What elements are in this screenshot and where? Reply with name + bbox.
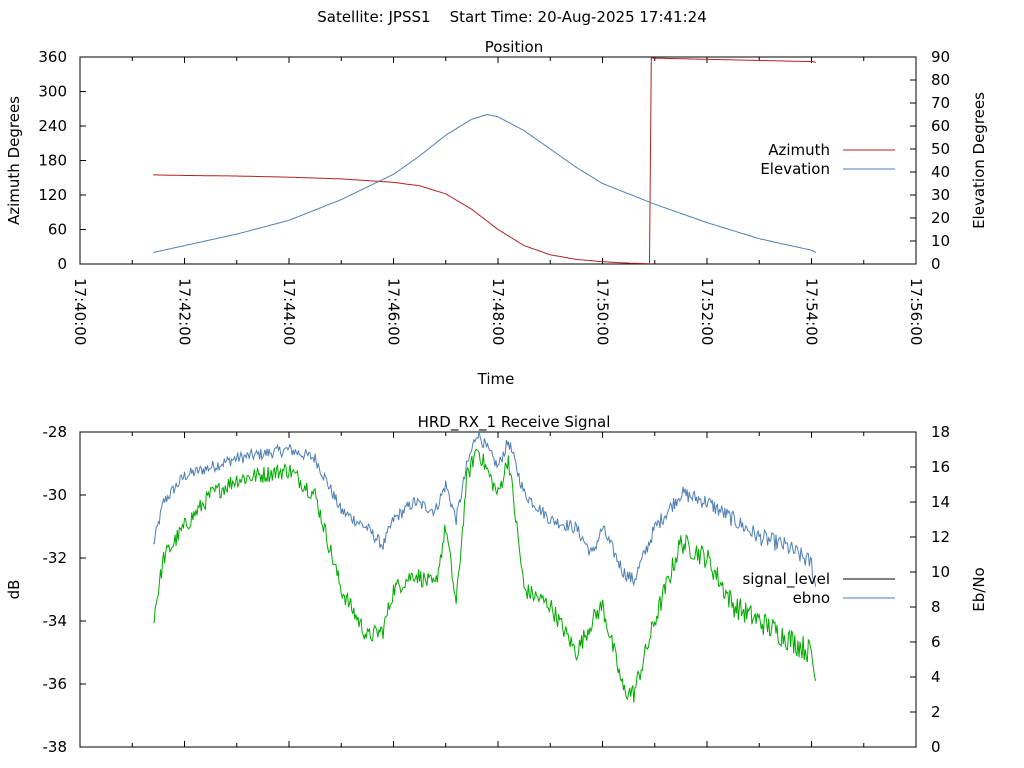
y-axis-label: dB	[5, 580, 23, 600]
legend-label: signal_level	[742, 570, 830, 589]
x-axis-label: Time	[477, 370, 515, 388]
y2-tick-label: 10	[931, 232, 950, 250]
x-tick-label: 17:46:00	[385, 278, 403, 345]
legend-label: ebno	[793, 589, 830, 607]
series-line-ebno	[153, 432, 817, 587]
y-axis-label: Azimuth Degrees	[5, 96, 23, 225]
y2-tick-label: 50	[931, 140, 950, 158]
y2-tick-label: 12	[931, 528, 950, 546]
y-tick-label: 120	[38, 186, 67, 204]
plot-title: HRD_RX_1 Receive Signal	[418, 413, 611, 432]
x-tick-label: 17:52:00	[698, 278, 716, 345]
y2-tick-label: 2	[931, 703, 941, 721]
y2-tick-label: 16	[931, 458, 950, 476]
x-tick-label: 17:56:00	[907, 278, 925, 345]
x-tick-label: 17:50:00	[594, 278, 612, 345]
y2-tick-label: 40	[931, 163, 950, 181]
y-tick-label: -36	[43, 675, 68, 693]
y2-axis-label: Elevation Degrees	[970, 92, 988, 229]
y2-tick-label: 0	[931, 255, 941, 273]
y2-tick-label: 0	[931, 738, 941, 756]
y-tick-label: -34	[43, 612, 68, 630]
y-tick-label: -28	[43, 423, 68, 441]
y2-tick-label: 14	[931, 493, 950, 511]
y2-tick-label: 70	[931, 94, 950, 112]
y2-tick-label: 80	[931, 71, 950, 89]
signal-panel: -38 -36 -34 -32 -30 -28 0 2 4 6 8 10 12 14 16 18 HRD_RX_…	[5, 413, 988, 756]
y2-tick-label: 90	[931, 48, 950, 66]
legend-label: Azimuth	[768, 141, 830, 159]
x-tick-label: 17:54:00	[803, 278, 821, 345]
x-tick-label: 17:42:00	[176, 278, 194, 345]
y2-axis-label: Eb/No	[970, 567, 988, 611]
y-tick-label: -32	[43, 549, 68, 567]
x-tick-label: 17:44:00	[280, 278, 298, 345]
y-tick-label: 300	[38, 83, 67, 101]
y2-tick-label: 6	[931, 633, 941, 651]
position-panel: 17:40:00 17:42:00 17:44:00 17:46:00 17:48:00…	[5, 38, 988, 388]
y2-tick-label: 18	[931, 423, 950, 441]
plot-frame	[79, 431, 917, 748]
x-tick-label: 17:48:00	[489, 278, 507, 345]
y2-tick-label: 30	[931, 186, 950, 204]
y-tick-label: 60	[48, 221, 67, 239]
x-tick-label: 17:40:00	[71, 278, 89, 345]
figure-title: Satellite: JPSS1 Start Time: 20-Aug-2025…	[317, 8, 707, 26]
series-line-Azimuth	[153, 57, 816, 264]
y-tick-label: 0	[57, 255, 67, 273]
y2-tick-label: 8	[931, 598, 941, 616]
y-tick-label: 240	[38, 117, 67, 135]
y2-tick-label: 10	[931, 563, 950, 581]
y-tick-label: -30	[43, 486, 68, 504]
y-tick-label: 360	[38, 48, 67, 66]
series-line-series-2	[152, 448, 817, 703]
y2-tick-label: 60	[931, 117, 950, 135]
y2-tick-label: 4	[931, 668, 941, 686]
series-line-Elevation	[152, 113, 817, 253]
plot-title: Position	[485, 38, 543, 56]
legend-label: Elevation	[760, 160, 830, 178]
y-tick-label: 180	[38, 152, 67, 170]
y-tick-label: -38	[43, 738, 68, 756]
y2-tick-label: 20	[931, 209, 950, 227]
